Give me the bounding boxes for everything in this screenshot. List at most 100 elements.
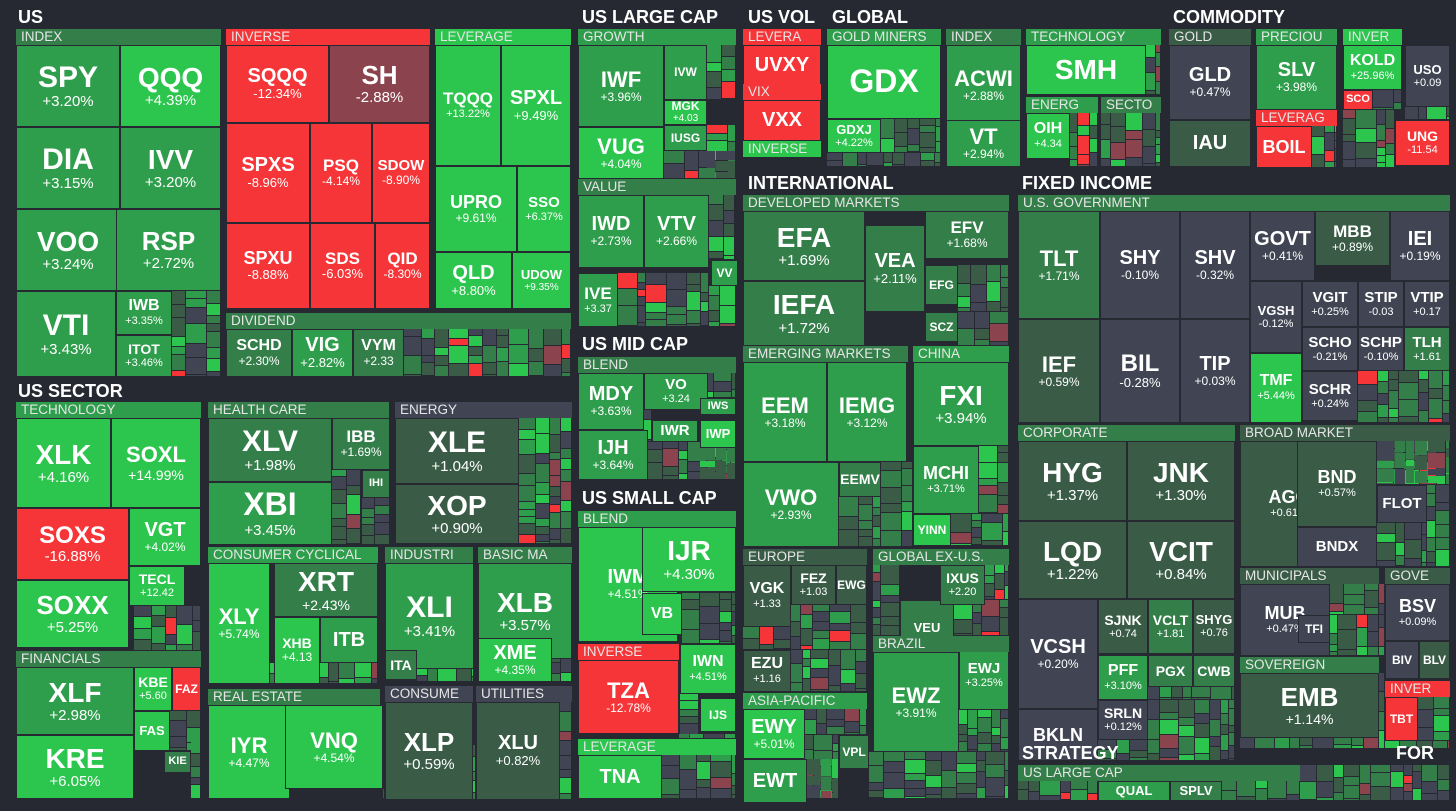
tile-sdow[interactable]: SDOW -8.90% [372,123,430,223]
tile-vti[interactable]: VTI +3.43% [16,291,116,377]
tile-efv[interactable]: EFV +1.68% [925,211,1009,259]
tile-emb[interactable]: EMB +1.14% [1240,673,1379,738]
tile-splv[interactable]: SPLV [1170,781,1222,801]
tile-vgt[interactable]: VGT +4.02% [129,508,201,566]
tile-biv[interactable]: BIV [1385,641,1419,679]
tile-udow[interactable]: UDOW +9.35% [512,252,571,309]
tile-oih[interactable]: OIH +4.34 [1026,113,1070,159]
tile-sqqq[interactable]: SQQQ -12.34% [226,45,329,123]
tile-soxs[interactable]: SOXS -16.88% [16,508,129,580]
tile-psq[interactable]: PSQ -4.14% [310,123,372,223]
tile-qld[interactable]: QLD +8.80% [435,252,512,309]
tile-ijs[interactable]: IJS [700,698,736,732]
tile-kie[interactable]: KIE [164,751,191,773]
tile-sjnk[interactable]: SJNK +0.74 [1098,599,1148,654]
tile-vxx[interactable]: VXX [743,100,821,141]
tile-itot[interactable]: ITOT +3.46% [116,335,172,377]
tile-uso[interactable]: USO +0.09 [1405,45,1450,107]
tile-bsv[interactable]: BSV +0.09% [1385,584,1450,641]
tile-ewg[interactable]: EWG [836,565,867,605]
tile-efg[interactable]: EFG [925,265,958,305]
tile-tna[interactable]: TNA [578,755,662,799]
tile-iws[interactable]: IWS [700,398,736,415]
tile-eemv[interactable]: EEMV [839,462,881,497]
tile-iemg[interactable]: IEMG +3.12% [827,362,907,462]
tile-tfi[interactable]: TFI [1298,615,1330,643]
tile-fxi[interactable]: FXI +3.94% [913,362,1009,446]
tile-kold[interactable]: KOLD +25.96% [1343,45,1402,90]
tile-iau[interactable]: IAU [1169,120,1251,167]
tile-stip[interactable]: STIP -0.03 [1358,281,1404,327]
tile-qqq[interactable]: QQQ +4.39% [120,45,221,127]
tile-tlt[interactable]: TLT +1.71% [1018,211,1100,319]
tile-srln[interactable]: SRLN +0.12% [1098,700,1148,740]
tile-soxx[interactable]: SOXX +5.25% [16,580,129,648]
tile-qual[interactable]: QUAL [1098,781,1170,801]
tile-schd[interactable]: SCHD +2.30% [226,329,292,377]
tile-spxl[interactable]: SPXL +9.49% [501,45,571,166]
tile-vig[interactable]: VIG +2.82% [292,329,353,377]
tile-iusg[interactable]: IUSG [664,125,707,151]
tile-ezu[interactable]: EZU +1.16 [743,650,791,692]
tile-vv[interactable]: VV [711,260,738,286]
tile-pgx[interactable]: PGX [1148,655,1193,687]
tile-xme[interactable]: XME +4.35% [478,638,552,682]
tile-soxl[interactable]: SOXL +14.99% [111,418,201,508]
tile-ivv[interactable]: IVV +3.20% [120,127,221,209]
tile-gdxj[interactable]: GDXJ +4.22% [827,119,881,153]
tile-uvxy[interactable]: UVXY [743,45,821,85]
tile-xlu[interactable]: XLU +0.82% [476,702,560,800]
tile-schp[interactable]: SCHP -0.10% [1358,327,1404,371]
tile-mgk[interactable]: MGK +4.03 [664,100,707,125]
tile-ijr[interactable]: IJR +4.30% [642,527,736,592]
tile-xle[interactable]: XLE +1.04% [395,418,519,484]
tile-bndx[interactable]: BNDX [1297,527,1377,567]
tile-vpl[interactable]: VPL [839,735,869,769]
tile-ung[interactable]: UNG -11.54 [1395,120,1450,166]
tile-schr[interactable]: SCHR +0.24% [1302,371,1358,421]
tile-ita[interactable]: ITA [385,650,417,680]
tile-xlv[interactable]: XLV +1.98% [208,418,332,482]
tile-xli[interactable]: XLI +3.41% [385,563,474,669]
tile-vb[interactable]: VB [642,593,682,635]
tile-mchi[interactable]: MCHI +3.71% [913,446,979,514]
tile-scz[interactable]: SCZ [925,312,958,342]
tile-tbt[interactable]: TBT [1385,697,1418,741]
tile-ewz[interactable]: EWZ +3.91% [873,652,959,752]
tile-pff[interactable]: PFF +3.10% [1098,655,1148,700]
tile-ewy[interactable]: EWY +5.01% [743,709,805,759]
tile-faz[interactable]: FAZ [172,667,201,711]
tile-shyg[interactable]: SHYG +0.76 [1193,599,1235,654]
tile-ewt[interactable]: EWT [743,759,807,803]
tile-vt[interactable]: VT +2.94% [946,120,1021,167]
tile-spy[interactable]: SPY +3.20% [16,45,120,127]
tile-iei[interactable]: IEI +0.19% [1390,211,1450,281]
tile-vcsh[interactable]: VCSH +0.20% [1018,599,1098,709]
tile-ixus[interactable]: IXUS +2.20 [940,565,985,605]
tile-eem[interactable]: EEM +3.18% [743,362,827,462]
tile-xop[interactable]: XOP +0.90% [395,484,519,544]
tile-xlp[interactable]: XLP +0.59% [385,702,473,800]
tile-vea[interactable]: VEA +2.11% [865,225,925,312]
tile-tip[interactable]: TIP +0.03% [1180,319,1250,423]
tile-shy[interactable]: SHY -0.10% [1100,211,1180,319]
tile-upro[interactable]: UPRO +9.61% [435,166,517,252]
tile-iyr[interactable]: IYR +4.47% [208,705,290,799]
tile-vgsh[interactable]: VGSH -0.12% [1250,281,1302,353]
tile-slv[interactable]: SLV +3.98% [1256,45,1337,110]
tile-fez[interactable]: FEZ +1.03 [791,565,836,605]
tile-sds[interactable]: SDS -6.03% [310,223,375,309]
tile-ivw[interactable]: IVW [664,45,707,100]
tile-iwn[interactable]: IWN +4.51% [680,644,736,694]
tile-blv[interactable]: BLV [1419,641,1450,679]
tile-ief[interactable]: IEF +0.59% [1018,319,1100,423]
tile-lqd[interactable]: LQD +1.22% [1018,521,1127,599]
tile-fas[interactable]: FAS [134,711,170,751]
tile-vcit[interactable]: VCIT +0.84% [1127,521,1235,599]
tile-vtip[interactable]: VTIP +0.17 [1404,281,1450,327]
tile-vtv[interactable]: VTV +2.66% [644,195,709,268]
tile-ibb[interactable]: IBB +1.69% [332,418,390,470]
tile-xhb[interactable]: XHB +4.13 [274,617,320,684]
tile-bil[interactable]: BIL -0.28% [1100,319,1180,423]
tile-iwd[interactable]: IWD +2.73% [578,195,644,268]
